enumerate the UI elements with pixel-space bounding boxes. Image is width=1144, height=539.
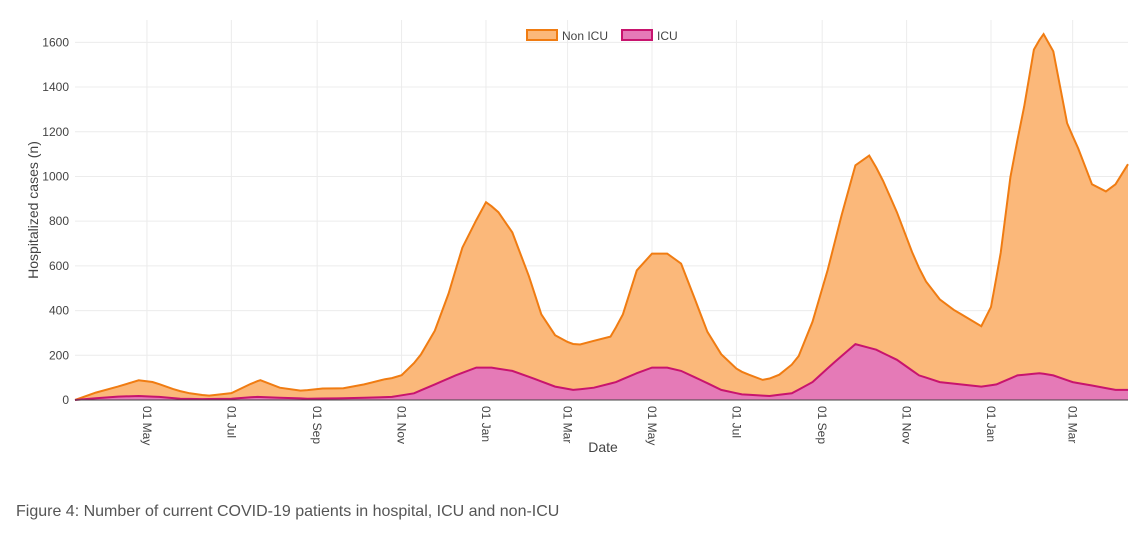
x-tick-label: 01 Jan: [479, 406, 493, 442]
legend-item-icu[interactable]: ICU: [621, 29, 678, 43]
x-tick-label: 01 Nov: [900, 406, 914, 444]
x-tick-label: 01 Jul: [224, 406, 238, 438]
x-tick-label: 01 Mar: [1066, 406, 1080, 443]
y-tick-label: 800: [49, 214, 69, 228]
legend-item-non-icu[interactable]: Non ICU: [526, 29, 608, 43]
y-axis-ticks: 0 200 400 600 800 1000 1200 1400 1600: [42, 35, 69, 407]
area-non-icu: [75, 34, 1128, 400]
y-tick-label: 1400: [42, 80, 69, 94]
y-axis-title: Hospitalized cases (n): [25, 141, 41, 279]
legend-swatch-icu: [621, 29, 653, 41]
area-icu: [75, 344, 1128, 400]
y-tick-label: 400: [49, 304, 69, 318]
legend-label-non-icu: Non ICU: [562, 29, 608, 43]
legend[interactable]: Non ICU ICU: [526, 29, 678, 43]
x-tick-label: 01 Jul: [729, 406, 743, 438]
x-tick-label: 01 Sep: [815, 406, 829, 444]
y-tick-label: 1200: [42, 125, 69, 139]
x-tick-label: 01 Nov: [395, 406, 409, 444]
x-tick-label: 01 May: [645, 406, 659, 445]
y-tick-label: 200: [49, 348, 69, 362]
x-tick-label: 01 May: [140, 406, 154, 445]
x-tick-label: 01 Sep: [310, 406, 324, 444]
x-tick-label: 01 Jan: [984, 406, 998, 442]
line-icu: [74, 342, 1128, 401]
y-tick-label: 1600: [42, 35, 69, 49]
x-tick-label: 01 Mar: [561, 406, 575, 443]
legend-swatch-non-icu: [526, 29, 558, 41]
y-tick-label: 600: [49, 259, 69, 273]
x-axis-title: Date: [588, 439, 618, 455]
hospitalization-chart: 0 200 400 600 800 1000 1200 1400 1600 01 May 01 J…: [25, 20, 1129, 455]
y-tick-label: 0: [62, 393, 69, 407]
legend-label-icu: ICU: [657, 29, 678, 43]
y-tick-label: 1000: [42, 169, 69, 183]
area-series: [74, 32, 1129, 401]
figure-caption: Figure 4: Number of current COVID-19 pat…: [16, 503, 560, 520]
x-axis-ticks: 01 May 01 Jul 01 Sep 01 Nov 01 Jan 01 Mar 01 M…: [140, 406, 1080, 445]
line-non-icu: [74, 32, 1129, 401]
